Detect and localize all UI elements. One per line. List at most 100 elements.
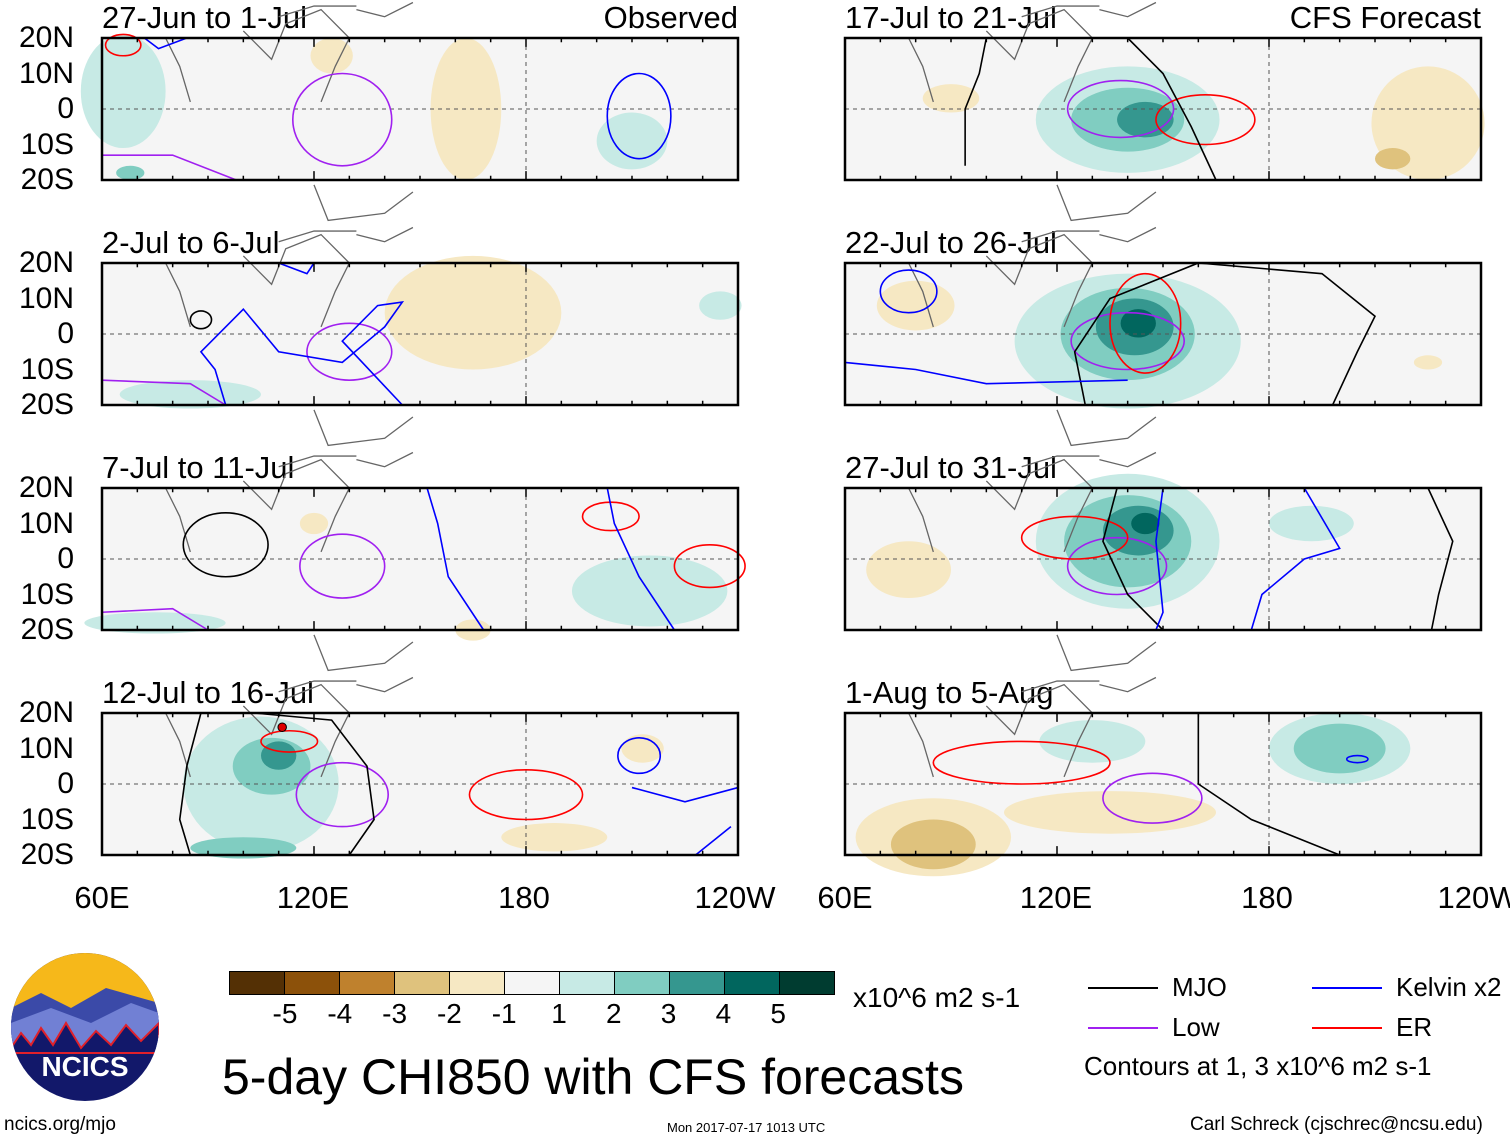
panel-title: 17-Jul to 21-Jul — [845, 0, 1057, 35]
storm-marker-icon — [278, 723, 286, 732]
contour — [296, 763, 388, 827]
coastline — [986, 235, 1092, 327]
coastline — [1099, 678, 1156, 692]
coastline — [1099, 3, 1156, 17]
coastline — [1099, 453, 1156, 467]
panel-title: 1-Aug to 5-Aug — [845, 675, 1054, 710]
logo-text: NCICS — [41, 1051, 129, 1082]
colorbar-label: 2 — [606, 998, 622, 1029]
chi-shading — [890, 819, 976, 870]
contour — [1075, 263, 1375, 405]
contour — [607, 74, 671, 159]
coastline — [1022, 681, 1100, 692]
chi-shading — [116, 165, 145, 180]
coastline — [1057, 185, 1156, 221]
colorbar-swatch — [340, 972, 395, 994]
chi-shading — [876, 280, 955, 331]
chi-shading — [80, 34, 166, 149]
coastline — [166, 263, 191, 327]
colorbar-label: -4 — [327, 998, 353, 1029]
lon-tick-label: 120E — [276, 880, 350, 915]
chi-shading — [1293, 723, 1386, 774]
coastline — [909, 263, 934, 327]
contour — [1022, 516, 1128, 559]
chi-shading — [596, 112, 668, 170]
chi-shading — [1120, 309, 1156, 338]
lat-tick-label: 20S — [20, 388, 74, 421]
colorbar-label: 5 — [770, 998, 786, 1029]
colorbar-swatch — [450, 972, 505, 994]
colorbar-units: x10^6 m2 s-1 — [853, 982, 1021, 1013]
legend-mjo: MJO — [1088, 972, 1227, 1003]
colorbar-label: -5 — [272, 998, 298, 1029]
coastline — [243, 10, 349, 102]
contour — [1071, 313, 1184, 370]
map-panel — [102, 263, 738, 405]
legend-line — [1088, 1026, 1158, 1029]
chi-shading — [501, 823, 608, 852]
chi-shading — [571, 555, 728, 627]
lat-tick-label: 10S — [20, 577, 74, 611]
chi-shading — [299, 512, 329, 535]
contour — [1103, 488, 1163, 630]
lat-tick-label: 10S — [20, 352, 74, 386]
coastline — [909, 488, 934, 552]
colorbar-label: -2 — [436, 998, 462, 1029]
map-panel — [102, 713, 738, 855]
contour — [632, 788, 738, 802]
figure-title: 5-day CHI850 with CFS forecasts — [222, 1049, 964, 1105]
panel-title: 2-Jul to 6-Jul — [102, 225, 280, 260]
chi-shading — [1131, 512, 1160, 535]
coastline — [1022, 231, 1100, 242]
contour — [106, 34, 141, 55]
chi-shading — [1269, 505, 1354, 542]
lon-tick-label: 120E — [1019, 880, 1093, 915]
coastline — [909, 38, 934, 102]
contour — [307, 323, 392, 380]
contour — [933, 741, 1110, 784]
colorbar — [229, 971, 835, 995]
lat-tick-label: 20S — [20, 613, 74, 646]
chi-shading — [1375, 148, 1411, 170]
map-panel — [80, 38, 738, 180]
colorbar-label: 4 — [715, 998, 732, 1029]
coastline — [279, 6, 357, 17]
chi-shading — [866, 541, 951, 599]
lat-tick-label: 20S — [20, 838, 74, 871]
colorbar-label: 3 — [660, 998, 677, 1029]
coastline — [356, 228, 413, 242]
contour — [180, 713, 201, 855]
contour — [201, 302, 402, 405]
legend-low: Low — [1088, 1012, 1220, 1043]
map-panel — [845, 713, 1481, 877]
colorbar-label: -1 — [491, 998, 517, 1029]
contour — [293, 74, 392, 166]
panel-label: Observed — [603, 0, 738, 35]
contour — [1128, 38, 1216, 180]
coastline — [314, 185, 413, 221]
contour — [102, 380, 226, 405]
colorbar-swatch — [615, 972, 670, 994]
lat-tick-label: 10N — [18, 281, 74, 315]
contour — [190, 311, 211, 329]
contour — [427, 488, 484, 630]
source-url[interactable]: ncics.org/mjo — [4, 1114, 116, 1135]
coastline — [1057, 635, 1156, 671]
chi-shading — [310, 38, 353, 74]
contour — [1156, 95, 1255, 145]
contour — [1428, 488, 1453, 630]
lon-tick-label: 120W — [694, 880, 776, 915]
lat-tick-label: 10N — [18, 731, 74, 765]
lat-tick-label: 20N — [18, 471, 74, 504]
lat-tick-label: 0 — [57, 317, 74, 350]
lat-tick-label: 20N — [18, 696, 74, 729]
legend-label: Low — [1172, 1012, 1220, 1042]
legend-label: ER — [1396, 1012, 1433, 1042]
legend-line — [1312, 1026, 1382, 1029]
colorbar-swatch — [285, 972, 340, 994]
contour — [144, 38, 186, 49]
colorbar-swatch — [725, 972, 780, 994]
map-panel — [845, 488, 1481, 630]
chi-shading — [119, 380, 262, 409]
contour — [102, 155, 236, 180]
